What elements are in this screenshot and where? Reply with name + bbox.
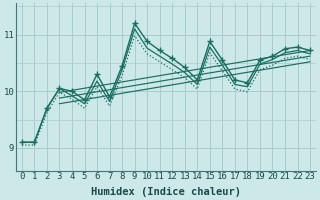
X-axis label: Humidex (Indice chaleur): Humidex (Indice chaleur) bbox=[91, 186, 241, 197]
